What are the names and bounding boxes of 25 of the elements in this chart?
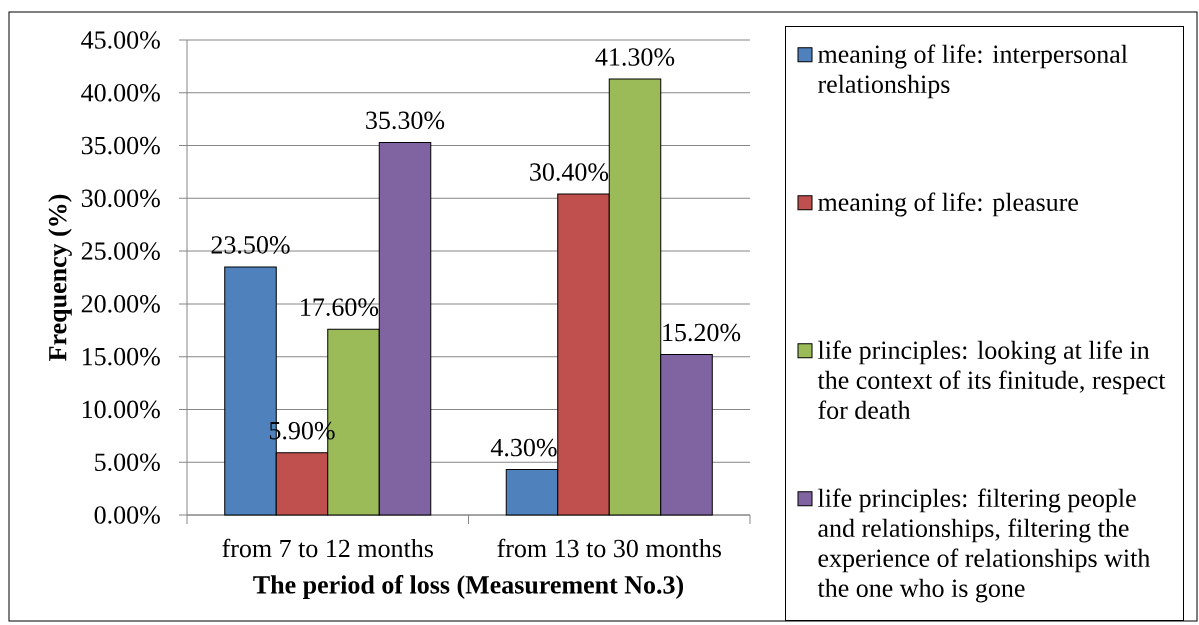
y-tick-label: 45.00% — [81, 31, 160, 49]
data-label: 30.40% — [530, 163, 609, 181]
y-axis-title: Frequency (%) — [48, 194, 72, 361]
x-axis-title: The period of loss (Measurement No.3) — [253, 575, 684, 599]
y-tick-label: 15.00% — [82, 347, 160, 366]
x-tick-label: from 13 to 30 months — [497, 538, 721, 558]
y-tick-label: 25.00% — [81, 242, 160, 260]
y-tick-label: 30.00% — [81, 189, 160, 208]
y-tick-label: 5.00% — [95, 453, 160, 472]
data-label: 17.60% — [301, 298, 379, 317]
data-label: 41.30% — [595, 48, 675, 66]
y-tick-label: 0.00% — [94, 506, 160, 524]
y-tick-label: 10.00% — [82, 400, 160, 419]
legend-label: life principles: filtering people and relationships, filtering the experience of relationships with the one who is gone — [817, 488, 1151, 603]
x-tick-label: from 7 to 12 months — [222, 538, 433, 558]
y-tick-label: 35.00% — [81, 136, 160, 155]
y-tick-label: 40.00% — [81, 83, 160, 102]
legend-label: meaning of life: pleasure — [818, 192, 1078, 217]
data-label: 4.30% — [490, 438, 557, 457]
data-label: 23.50% — [211, 236, 290, 254]
legend-label: life principles: looking at life in the context of its finitude, respect for death — [817, 340, 1166, 420]
legend-label: meaning of life: interpersonal relationships — [818, 44, 1128, 99]
data-label: 15.20% — [663, 323, 741, 342]
y-tick-label: 20.00% — [81, 295, 160, 313]
data-label: 35.30% — [366, 111, 445, 130]
